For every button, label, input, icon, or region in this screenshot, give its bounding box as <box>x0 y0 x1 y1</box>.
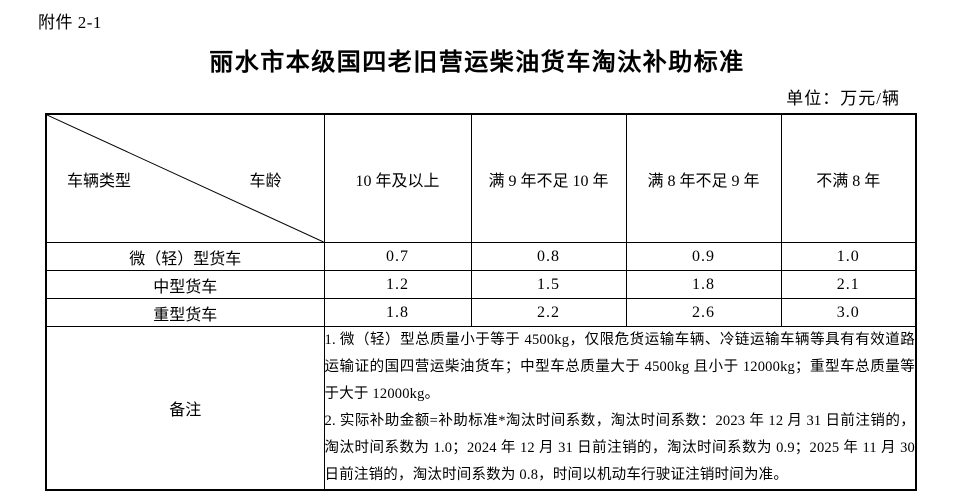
column-header-age-9to10: 满 9 年不足 10 年 <box>470 113 627 243</box>
remark-note-1: 1. 微（轻）型总质量小于等于 4500kg，仅限危货运输车辆、冷链运输车辆等具… <box>324 332 915 402</box>
subsidy-value-cell: 1.8 <box>323 298 472 327</box>
subsidy-value-cell: 0.8 <box>470 242 627 271</box>
attachment-label: 附件 2-1 <box>38 13 102 32</box>
column-header-age-under8: 不满 8 年 <box>780 113 917 243</box>
subsidy-value-cell: 0.9 <box>625 242 782 271</box>
table-row-micro-light-truck: 微（轻）型货车 0.7 0.8 0.9 1.0 <box>45 242 917 271</box>
corner-labels: 车辆类型 车龄 <box>47 115 324 242</box>
corner-row-axis-label: 车辆类型 <box>67 172 132 190</box>
row-label-vehicle-type: 微（轻）型货车 <box>45 242 325 271</box>
diagonal-divider <box>47 115 324 242</box>
subsidy-value-cell: 1.0 <box>780 242 917 271</box>
subsidy-standard-table: 车辆类型 车龄 10 年及以上 满 9 年不足 10 年 满 8 年不足 9 年… <box>45 113 917 491</box>
column-header-age-10plus: 10 年及以上 <box>323 113 472 243</box>
remark-note-2: 2. 实际补助金额=补助标准*淘汰时间系数，淘汰时间系数：2023 年 12 月… <box>324 413 915 483</box>
table-row-heavy-truck: 重型货车 1.8 2.2 2.6 3.0 <box>45 298 917 327</box>
diagonal-corner-cell: 车辆类型 车龄 <box>45 113 325 243</box>
subsidy-value-cell: 2.1 <box>780 270 917 299</box>
corner-col-axis-label: 车龄 <box>249 172 282 190</box>
row-label-vehicle-type: 中型货车 <box>45 270 325 299</box>
table-row-medium-truck: 中型货车 1.2 1.5 1.8 2.1 <box>45 270 917 299</box>
column-header-age-8to9: 满 8 年不足 9 年 <box>625 113 782 243</box>
subsidy-value-cell: 1.8 <box>625 270 782 299</box>
subsidy-value-cell: 0.7 <box>323 242 472 271</box>
table-row-remarks: 备注 1. 微（轻）型总质量小于等于 4500kg，仅限危货运输车辆、冷链运输车… <box>45 326 917 491</box>
table-header-row: 车辆类型 车龄 10 年及以上 满 9 年不足 10 年 满 8 年不足 9 年… <box>45 113 917 243</box>
remarks-label: 备注 <box>45 326 325 491</box>
unit-label: 单位：万元/辆 <box>786 89 900 108</box>
subsidy-value-cell: 2.2 <box>470 298 627 327</box>
subsidy-value-cell: 1.2 <box>323 270 472 299</box>
page-title: 丽水市本级国四老旧营运柴油货车淘汰补助标准 <box>209 50 745 76</box>
subsidy-value-cell: 2.6 <box>625 298 782 327</box>
subsidy-value-cell: 1.5 <box>470 270 627 299</box>
remarks-content-cell: 1. 微（轻）型总质量小于等于 4500kg，仅限危货运输车辆、冷链运输车辆等具… <box>323 326 917 491</box>
subsidy-value-cell: 3.0 <box>780 298 917 327</box>
row-label-vehicle-type: 重型货车 <box>45 298 325 327</box>
